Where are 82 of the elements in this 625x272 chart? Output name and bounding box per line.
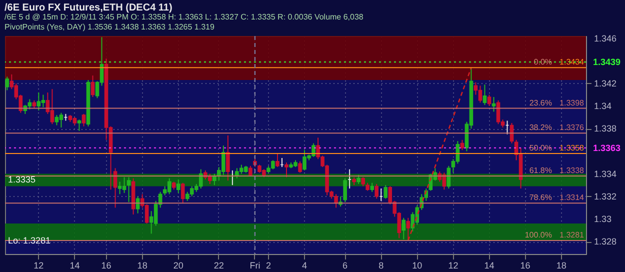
text: PivotPoints (Yes, DAY) 1.3536 1.3438 1.3363 1.3265 1.319 [4,22,215,32]
annotation: 78.6% [529,193,552,202]
candlestick [208,173,212,184]
candlestick [284,162,288,178]
chart-title: /6E Euro FX Futures,ETH (DEC4 11) [4,2,172,14]
ref-line-label: 1.3358 [560,143,585,152]
candlestick [82,113,86,127]
x-tick-label: 18 [137,260,148,270]
candlestick [402,217,406,240]
candlestick [122,176,126,194]
ref-line-label: 1.3398 [560,98,585,108]
candlestick [370,182,374,192]
annotation: 1.3335 [8,174,36,184]
annotation: 100.0% [524,230,552,240]
x-tick-label: 20 [173,260,184,270]
candlestick [54,114,59,126]
x-tick-label: 16 [101,260,112,270]
candlestick [90,75,95,98]
annotation: 0.0% [534,58,552,67]
candlestick [77,119,82,132]
candlestick [113,168,118,208]
candlestick [28,98,32,110]
candlestick [343,178,347,203]
y-tick-label: 1.34 [594,101,612,112]
ref-line-label: 1.3434 [560,58,585,67]
annotation: 38.2% [529,123,552,132]
x-tick-label: Fri [250,260,260,270]
candlestick [361,176,365,187]
candlestick [5,76,10,91]
candlestick [410,212,415,232]
candlestick [212,173,216,186]
y-tick-label: 1.332 [594,191,617,202]
chart-subtitle: /6E 5 d @ 15m D: 12/9/11 3:45 PM O: 1.3358 H: 1.3363 L: 1.3327 C: 1.3335 R: 0.0036 Volume 6,038 [4,12,364,22]
x-tick-label: 14 [484,260,494,270]
annotation: 23.6% [529,98,552,108]
y-tick-label: 1.328 [594,236,617,247]
x-tick-label: 10 [412,260,422,270]
candlestick [384,184,388,200]
candlestick [36,92,41,112]
candlestick [406,217,410,241]
ref-line-label: 1.3439 [593,56,621,67]
x-tick-label: 4 [302,260,308,270]
x-tick-label: 18 [556,260,566,270]
candlestick [356,174,360,184]
candlestick [478,85,482,104]
annotation: 61.8% [529,166,552,176]
x-tick-label: 16 [520,260,530,270]
candlestick [50,88,54,125]
candlestick [226,134,230,182]
ref-line-label: 1.3314 [560,193,585,202]
y-tick-label: 1.342 [594,78,617,88]
candlestick [487,94,492,107]
y-tick-label: 1.346 [594,33,617,44]
candlestick [374,183,378,200]
annotation: 50.0% [529,143,552,152]
ref-line-label: 1.3363 [593,142,621,153]
candlestick [298,160,302,174]
candlestick [276,152,280,168]
candlestick [41,94,46,108]
candlestick [198,168,203,189]
candlestick [126,176,131,203]
candlestick [176,178,180,194]
x-tick-label: 2 [266,260,271,270]
candlestick [482,84,487,106]
ref-line-label: 1.3281 [560,230,585,240]
candlestick [162,186,167,196]
y-tick-label: 1.338 [594,124,617,134]
x-tick-label: 8 [378,260,384,270]
x-tick-label: 12 [448,260,458,270]
ref-line-label: 1.3338 [560,166,585,176]
candlestick [59,112,64,128]
y-tick-label: 1.33 [594,214,612,224]
x-tick-label: 6 [342,260,348,270]
candlestick [167,178,172,195]
y-tick-label: 1.334 [594,168,617,179]
x-tick-label: 12 [34,260,44,270]
x-tick-label: 22 [214,260,224,270]
ref-line-label: 1.3376 [560,123,585,132]
x-tick-label: 14 [70,260,80,270]
candlestick [492,96,496,112]
candlestick [118,181,122,195]
candlestick [180,182,185,204]
